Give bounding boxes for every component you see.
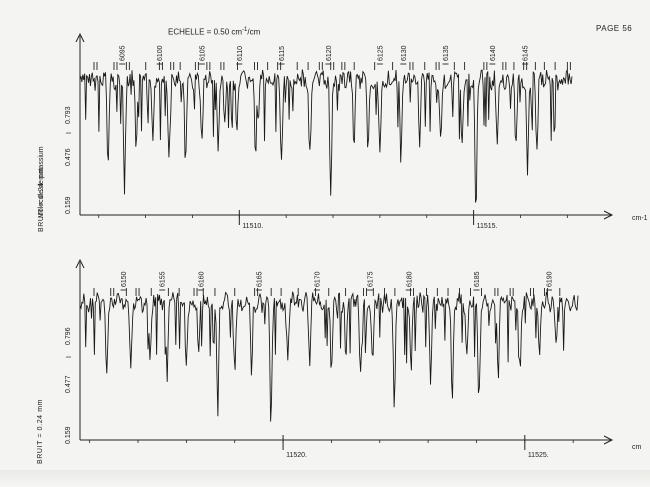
- line-number-label: 6095: [120, 45, 127, 61]
- line-number-label: 6100: [157, 45, 164, 61]
- line-number-label: 6180: [406, 271, 413, 287]
- line-number-label: 6125: [377, 45, 384, 61]
- x-tick-label: 11515.: [477, 223, 498, 230]
- y-axis-arrow: [75, 258, 85, 269]
- x-tick-label: 11520.: [286, 452, 307, 459]
- line-number-label: 6170: [314, 271, 321, 287]
- line-number-label: 6175: [368, 271, 375, 287]
- spectrum-trace: [79, 291, 579, 422]
- scale-exponent: -1: [242, 27, 248, 33]
- page-bottom-edge: [0, 470, 650, 487]
- line-number-label: 6150: [121, 271, 128, 287]
- spectrum-trace: [79, 68, 573, 203]
- line-number-label: 6105: [199, 45, 206, 61]
- line-number-label: 6135: [443, 45, 450, 61]
- x-unit-label: cm-1: [632, 215, 648, 222]
- line-number-label: 6140: [490, 45, 497, 61]
- line-number-label: 6155: [160, 271, 167, 287]
- line-number-label: 6190: [546, 271, 553, 287]
- x-tick-label: 11510.: [242, 223, 263, 230]
- line-number-label: 6160: [198, 271, 205, 287]
- line-number-label: 6130: [401, 45, 408, 61]
- y-axis-arrow: [75, 32, 85, 43]
- scale-unit: /cm: [247, 27, 261, 37]
- scale-label: ECHELLE = 0.50 cm-1/cm: [168, 27, 260, 37]
- line-number-label: 6110: [237, 46, 244, 61]
- scale-value: ECHELLE = 0.50 cm: [168, 27, 243, 37]
- x-axis-arrow: [603, 210, 614, 220]
- line-number-label: 6120: [326, 45, 333, 61]
- line-number-label: 6185: [474, 271, 481, 287]
- line-number-label: 6115: [279, 46, 286, 61]
- x-unit-label: cm: [632, 444, 642, 451]
- x-axis-arrow: [603, 435, 614, 445]
- line-number-label: 6145: [523, 45, 530, 61]
- page-number: PAGE 56: [596, 24, 633, 33]
- line-number-label: 6165: [256, 271, 263, 287]
- x-tick-label: 11525.: [528, 452, 549, 459]
